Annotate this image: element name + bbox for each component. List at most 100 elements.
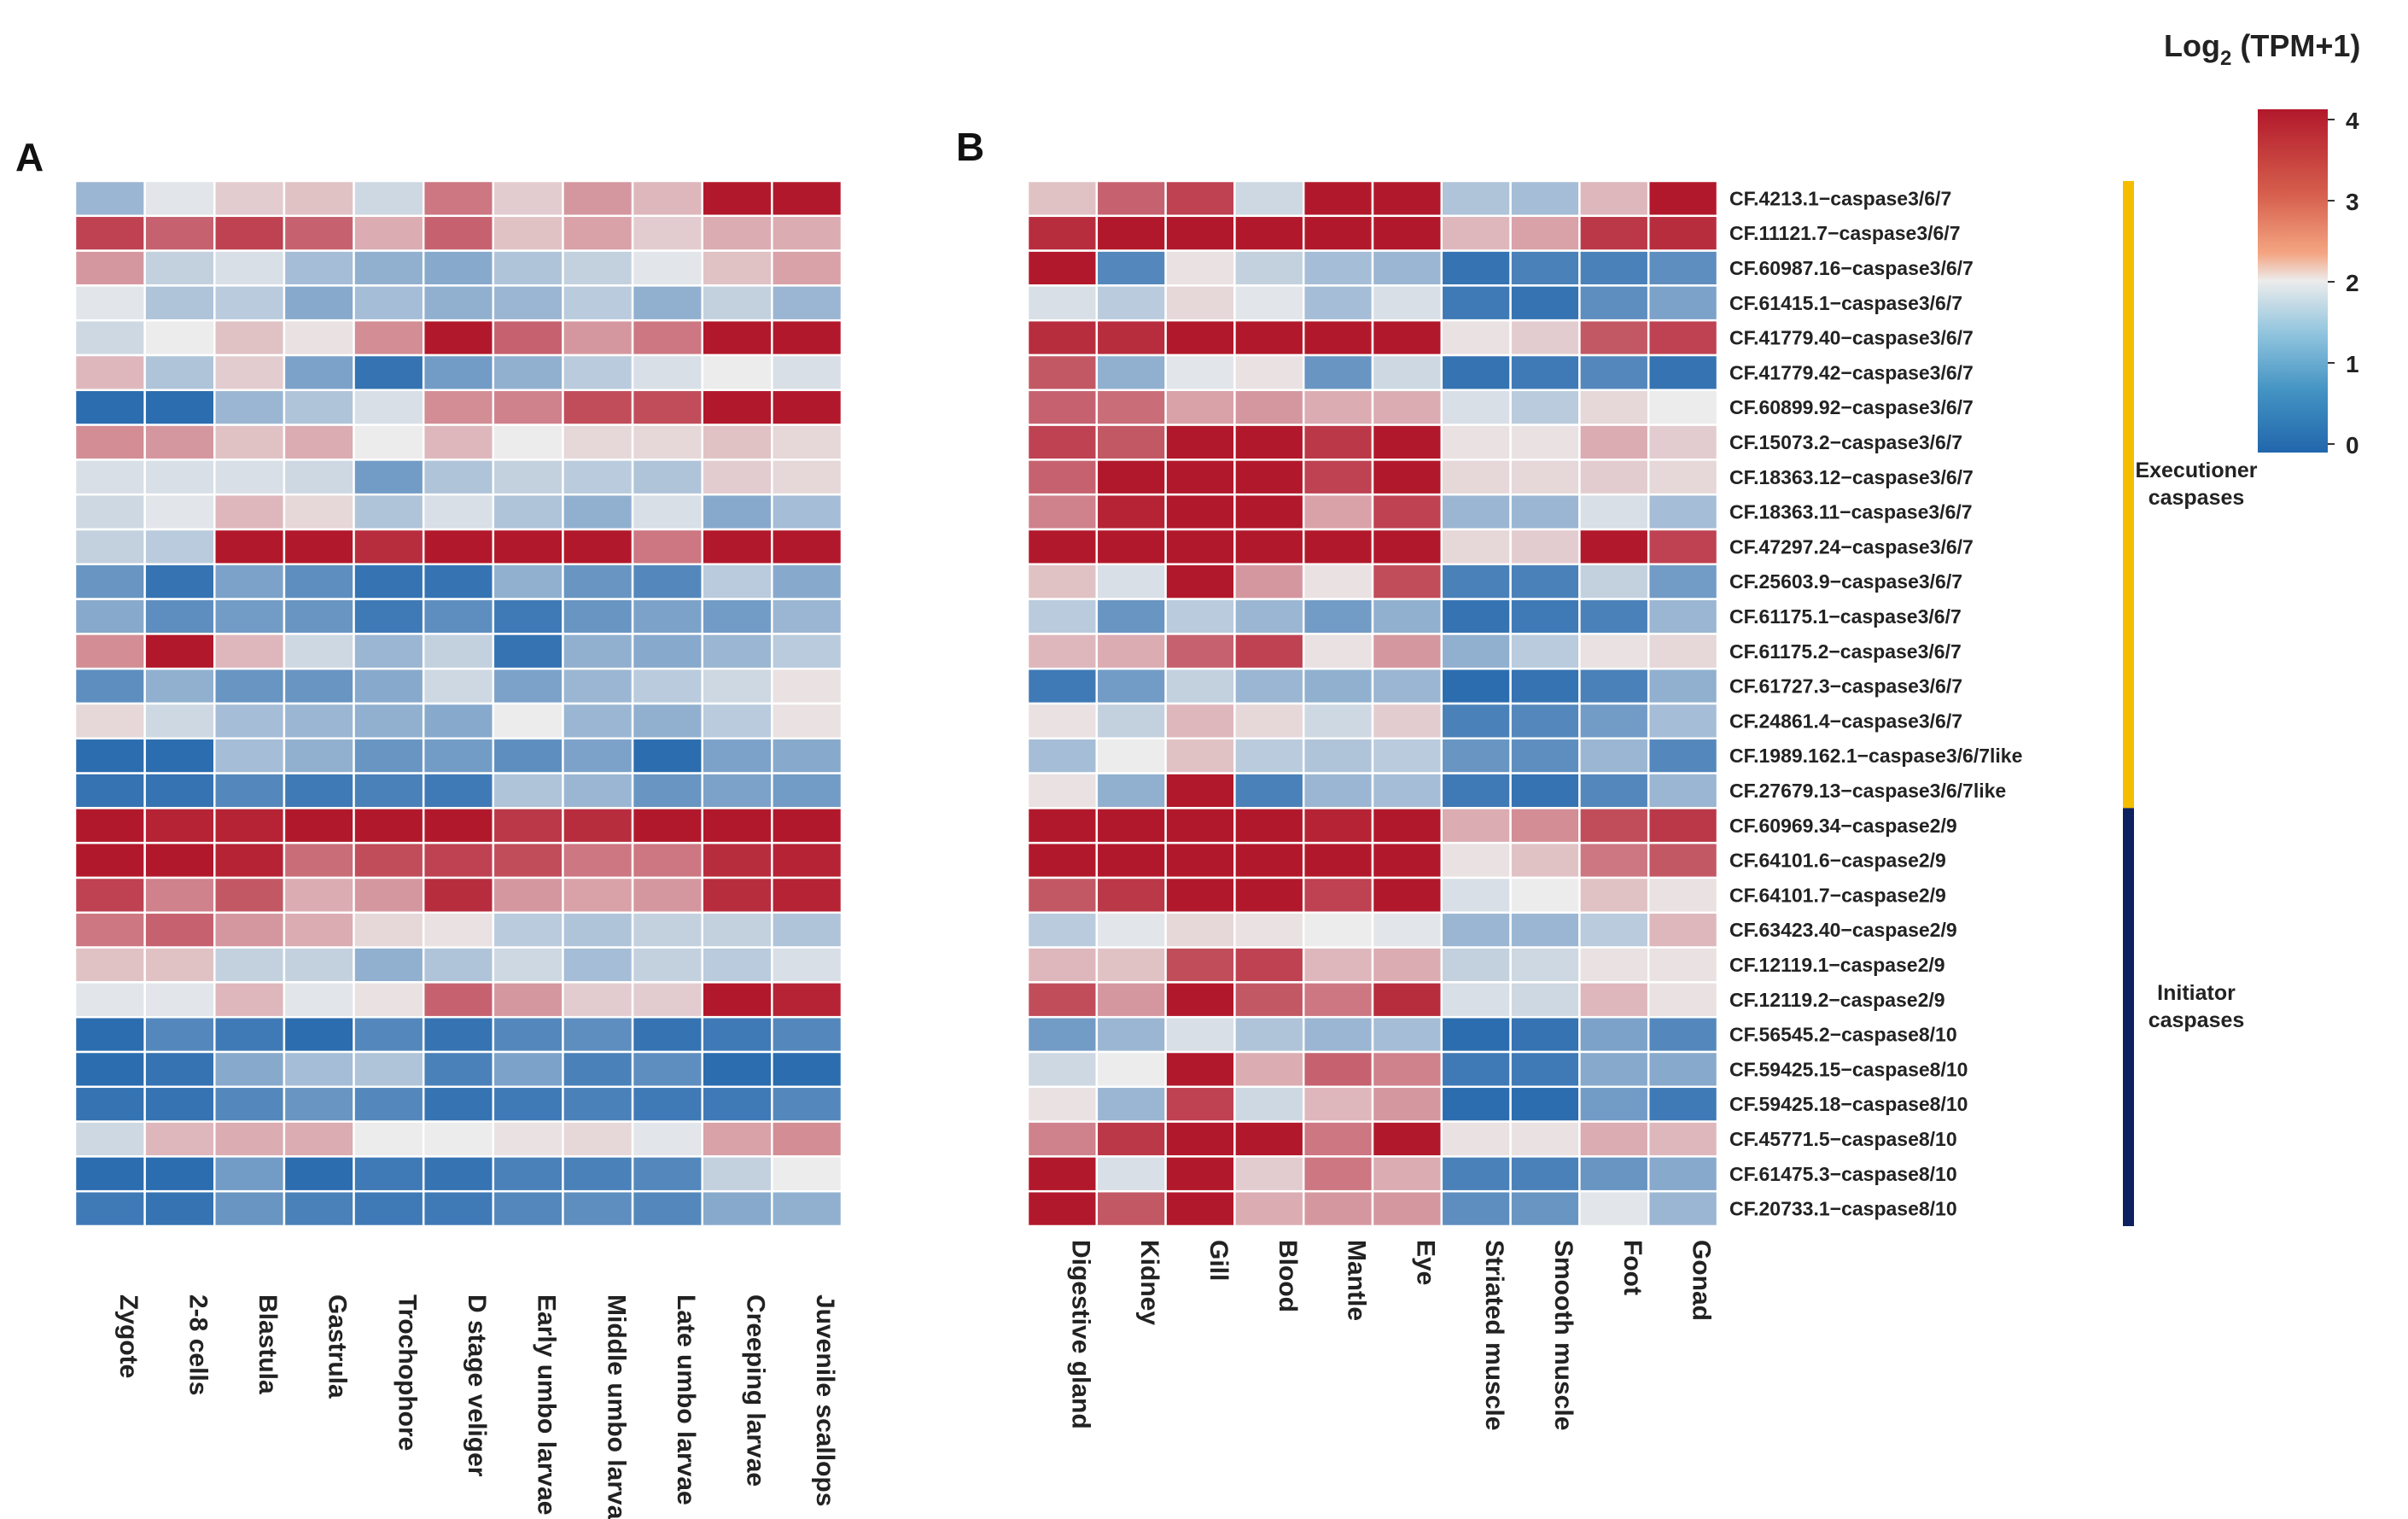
heatmap-cell xyxy=(562,1050,634,1089)
heatmap-cell xyxy=(1509,1015,1581,1054)
heatmap-cell xyxy=(73,946,146,984)
heatmap-cell xyxy=(771,528,843,566)
heatmap-cell xyxy=(1233,1189,1305,1228)
heatmap-cell xyxy=(1302,424,1374,461)
heatmap-cell xyxy=(1578,1120,1650,1158)
heatmap-cell xyxy=(631,1189,703,1228)
heatmap-cell xyxy=(631,563,703,600)
heatmap-cell xyxy=(562,493,634,531)
column-label: Gonad xyxy=(1688,1240,1716,1321)
heatmap-cell xyxy=(492,946,564,984)
heatmap-cell xyxy=(1302,318,1374,357)
heatmap-cell xyxy=(353,284,425,322)
heatmap-cell xyxy=(631,876,703,914)
column-label: Creeping larvae xyxy=(742,1294,770,1487)
heatmap-cell xyxy=(1095,1050,1167,1089)
heatmap-cell xyxy=(1026,807,1099,844)
heatmap-cell xyxy=(73,702,146,740)
heatmap-cell xyxy=(1578,284,1650,322)
heatmap-cell xyxy=(492,493,564,531)
heatmap-cell xyxy=(492,318,564,357)
heatmap-cell xyxy=(353,876,425,914)
heatmap-cell xyxy=(1026,353,1099,392)
heatmap-cell xyxy=(1095,598,1167,635)
column-label: Late umbo larvae xyxy=(672,1294,700,1505)
heatmap-cell xyxy=(1095,911,1167,949)
heatmap-cell xyxy=(562,702,634,740)
heatmap-cell xyxy=(1302,389,1374,426)
heatmap-cell xyxy=(1578,1085,1650,1123)
heatmap-cell xyxy=(701,528,773,566)
heatmap-cell xyxy=(1647,667,1719,705)
heatmap-cell xyxy=(771,318,843,357)
heatmap-cell xyxy=(213,424,286,461)
heatmap-cell xyxy=(492,1050,564,1089)
heatmap-cell xyxy=(1164,702,1236,740)
heatmap-cell xyxy=(1578,633,1650,670)
heatmap-cell xyxy=(701,772,773,809)
heatmap-cell xyxy=(73,1085,146,1123)
heatmap-cell xyxy=(1302,1050,1374,1089)
heatmap-cell xyxy=(353,1189,425,1228)
heatmap-cell xyxy=(1302,249,1374,287)
heatmap-cell xyxy=(1026,424,1099,461)
heatmap-cell xyxy=(1164,424,1236,461)
heatmap-cell xyxy=(1233,459,1305,496)
row-label: CF.27679.13−caspase3/6/7like xyxy=(1729,780,2006,802)
row-label: CF.25603.9−caspase3/6/7 xyxy=(1729,570,1962,593)
heatmap-cell xyxy=(562,1120,634,1158)
heatmap-cell xyxy=(283,459,355,496)
group-bar xyxy=(2123,808,2134,1226)
heatmap-cell xyxy=(562,563,634,600)
heatmap-cell xyxy=(353,702,425,740)
heatmap-cell xyxy=(1647,1155,1719,1193)
heatmap-cell xyxy=(1164,876,1236,914)
heatmap-cell xyxy=(143,981,216,1019)
heatmap-cell xyxy=(1371,493,1443,531)
heatmap-cell xyxy=(1647,318,1719,357)
heatmap-cell xyxy=(701,807,773,844)
heatmap-cell xyxy=(143,876,216,914)
heatmap-cell xyxy=(213,702,286,740)
heatmap-cell xyxy=(492,424,564,461)
row-label: CF.15073.2−caspase3/6/7 xyxy=(1729,431,1962,453)
heatmap-cell xyxy=(422,353,495,392)
heatmap-cell xyxy=(631,1050,703,1089)
heatmap-cell xyxy=(1233,911,1305,949)
heatmap-cell xyxy=(701,284,773,322)
heatmap-cell xyxy=(1095,424,1167,461)
heatmap-cell xyxy=(1302,528,1374,566)
heatmap-cell xyxy=(631,807,703,844)
heatmap-cell xyxy=(422,598,495,635)
column-label: Early umbo larvae xyxy=(533,1294,561,1515)
heatmap-cell xyxy=(1164,1015,1236,1054)
heatmap-cell xyxy=(353,318,425,357)
heatmap-cell xyxy=(213,353,286,392)
heatmap-cell xyxy=(562,284,634,322)
heatmap-cell xyxy=(631,772,703,809)
heatmap-cell xyxy=(771,737,843,774)
column-label: D stage veliger xyxy=(463,1294,491,1477)
heatmap-cell xyxy=(701,1155,773,1193)
heatmap-cell xyxy=(701,981,773,1019)
heatmap-cell xyxy=(73,493,146,531)
heatmap-cell xyxy=(1302,981,1374,1019)
heatmap-cell xyxy=(631,318,703,357)
heatmap-cell xyxy=(1509,284,1581,322)
heatmap-cell xyxy=(213,807,286,844)
heatmap-cell xyxy=(631,179,703,218)
heatmap-cell xyxy=(73,389,146,426)
row-label: CF.18363.11−caspase3/6/7 xyxy=(1729,501,1973,523)
heatmap-cell xyxy=(1509,807,1581,844)
heatmap-cell xyxy=(73,911,146,949)
heatmap-cell xyxy=(1371,528,1443,566)
heatmap-cell xyxy=(492,353,564,392)
heatmap-cell xyxy=(1440,737,1512,774)
heatmap-cell xyxy=(143,493,216,531)
heatmap-cell xyxy=(562,772,634,809)
heatmap-cell xyxy=(1026,1189,1099,1228)
heatmap-cell xyxy=(143,633,216,670)
heatmap-cell xyxy=(353,633,425,670)
heatmap-cell xyxy=(73,459,146,496)
